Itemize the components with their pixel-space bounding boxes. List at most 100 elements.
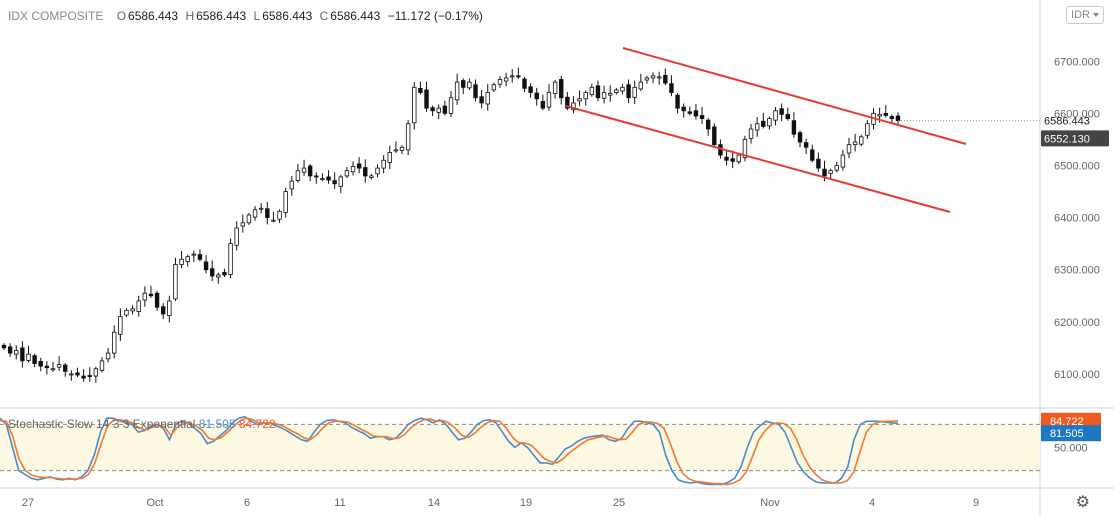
candle-body (546, 92, 552, 108)
candle-body (436, 107, 441, 113)
candle-body (418, 87, 423, 93)
candle-body (50, 368, 56, 371)
stochastic-legend: Stochastic Slow 14 3 3 Exponential 81.50… (8, 417, 276, 431)
candle-body (516, 75, 521, 78)
low-value: 6586.443 (262, 9, 313, 23)
candle-body (252, 209, 258, 218)
candle-body (742, 139, 748, 159)
candle-body (69, 373, 74, 376)
stochastic-d-badge (1041, 412, 1101, 429)
candle-body (173, 264, 178, 300)
candle-body (350, 166, 356, 173)
stochastic-name[interactable]: Stochastic Slow 14 3 3 Exponential (8, 417, 196, 431)
candle-body (632, 86, 637, 98)
candle-body (724, 156, 729, 161)
candle-body (497, 79, 503, 85)
open-value: 6586.443 (128, 9, 179, 23)
candle-body (295, 170, 301, 182)
candle-body (816, 158, 821, 169)
symbol-name[interactable]: IDX COMPOSITE (8, 9, 104, 23)
candle-body (216, 274, 221, 278)
candle-body (448, 97, 454, 114)
candle-body (491, 84, 497, 91)
gear-icon[interactable]: ⚙ (1075, 494, 1090, 511)
candle-body (197, 254, 203, 260)
price-tick-label: 6600.000 (1054, 108, 1100, 120)
candle-body (663, 74, 668, 84)
candle-body (736, 154, 741, 163)
candle-body (583, 92, 588, 100)
stochastic-d-line (0, 417, 899, 486)
candle-body (803, 142, 809, 148)
candle-body (258, 207, 264, 210)
candle-body (412, 86, 417, 124)
time-tick-label: 27 (22, 497, 34, 509)
candle-body (112, 331, 117, 354)
candle-body (748, 128, 754, 139)
close-label: C (319, 9, 329, 23)
candle-body (473, 84, 478, 99)
candle-body (840, 154, 846, 168)
candle-body (338, 176, 343, 187)
price-tick-label: 6200.000 (1054, 317, 1100, 329)
candle-body (791, 120, 797, 135)
time-tick-label: Oct (146, 497, 163, 509)
candle-body (846, 144, 852, 154)
candle-body (834, 165, 839, 171)
candle-body (7, 346, 13, 354)
candle-body (430, 107, 435, 112)
candle-body (44, 365, 50, 369)
candle-body (687, 111, 693, 114)
candle-body (63, 364, 68, 372)
price-tick-label: 6300.000 (1054, 265, 1100, 277)
open-label: O (116, 9, 127, 23)
candle-body (859, 136, 864, 145)
time-tick-label: 4 (869, 497, 875, 509)
candle-body (693, 110, 699, 117)
candle-body (167, 300, 172, 316)
candle-body (130, 308, 135, 312)
candle-body (675, 94, 680, 109)
candle-body (797, 132, 803, 143)
candle-body (326, 176, 331, 181)
high-label: H (185, 9, 195, 23)
candle-body (320, 178, 325, 180)
time-tick-label: 9 (973, 497, 979, 509)
candle-body (577, 98, 582, 102)
currency-selector[interactable]: IDR (1066, 6, 1104, 24)
candle-body (822, 168, 827, 177)
candle-body (381, 159, 386, 169)
change-value: −11.172 (−0.17%) (387, 9, 483, 23)
candle-body (234, 227, 239, 246)
candle-body (240, 222, 246, 227)
candle-body (614, 89, 619, 93)
candle-body (118, 316, 123, 335)
candle-body (344, 170, 350, 177)
candle-body (124, 309, 129, 316)
candle-body (99, 360, 105, 371)
candle-body (20, 347, 25, 362)
candle-body (865, 123, 870, 136)
price-tick-label: 6100.000 (1054, 369, 1100, 381)
candle-body (773, 110, 778, 121)
candle-body (552, 81, 558, 94)
candle-body (730, 158, 735, 162)
candle-body (785, 114, 790, 119)
stochastic-k-badge (1041, 425, 1101, 442)
time-tick-label: 14 (428, 497, 440, 509)
candle-body (424, 89, 429, 109)
candle-body (265, 208, 270, 219)
candle-body (314, 175, 319, 178)
candle-body (485, 92, 490, 105)
candle-body (626, 84, 631, 99)
candle-body (191, 253, 197, 256)
candle-body (301, 167, 307, 173)
candle-body (534, 92, 539, 100)
candle-body (571, 102, 576, 111)
candle-body (559, 79, 564, 99)
candle-body (608, 93, 613, 96)
candle-body (405, 123, 411, 151)
candle-body (161, 306, 166, 315)
candle-body (32, 355, 37, 364)
